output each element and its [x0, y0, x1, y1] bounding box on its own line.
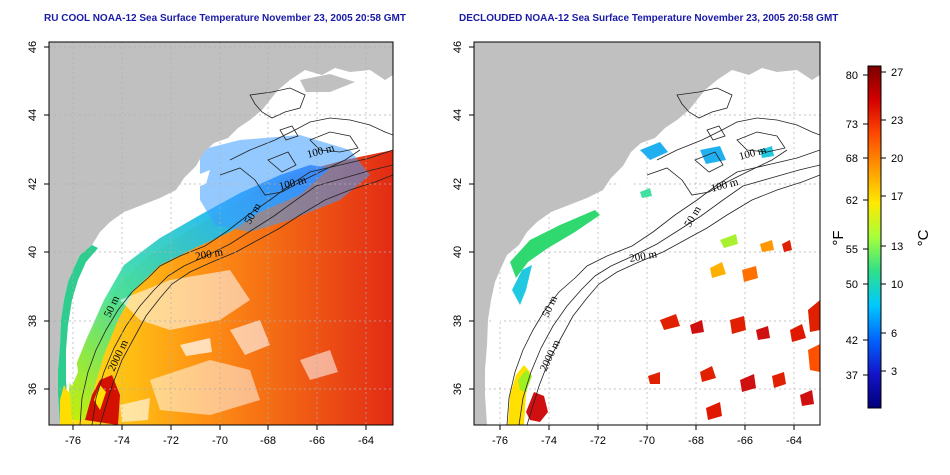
- right-lon-tick: -76: [492, 435, 508, 447]
- celsius-tick: 27: [891, 67, 903, 79]
- celsius-tick: 10: [891, 279, 903, 291]
- left-sst-overlay: [66, 135, 393, 425]
- right-lon-tick: -74: [541, 435, 557, 447]
- fahrenheit-tick: 73: [846, 119, 858, 131]
- right-lon-tick: -72: [590, 435, 606, 447]
- left-lat-tick: 38: [27, 315, 39, 327]
- right-lat-tick: 46: [452, 41, 464, 53]
- left-lat-tick: 46: [27, 41, 39, 53]
- left-bathymetry-contours: [79, 87, 393, 425]
- left-lon-tick: -72: [163, 435, 179, 447]
- right-lat-tick: 38: [452, 315, 464, 327]
- right-map-panel: 100 m 100 m 50 m 200 m 50 m 2000 m: [473, 41, 821, 426]
- fahrenheit-tick: 68: [846, 153, 858, 165]
- left-lon-tick: -76: [65, 435, 81, 447]
- right-lon-tick: -70: [639, 435, 655, 447]
- celsius-unit-label: °C: [915, 229, 932, 246]
- celsius-tick: 23: [891, 115, 903, 127]
- right-bathymetry-contours: [506, 87, 820, 425]
- celsius-tick: 3: [891, 366, 897, 378]
- fahrenheit-tick: 37: [846, 370, 858, 382]
- left-lon-tick: -66: [309, 435, 325, 447]
- left-land: [49, 42, 393, 425]
- left-contour-label: 200 m: [194, 246, 224, 263]
- fahrenheit-unit-label: °F: [830, 230, 847, 245]
- right-contour-label: 200 m: [628, 248, 658, 265]
- left-map-title: RU COOL NOAA-12 Sea Surface Temperature …: [44, 13, 406, 24]
- right-sst-overlay: [508, 142, 820, 425]
- right-y-axis: 36 38 40 42 44 46: [452, 41, 474, 395]
- fahrenheit-tick: 42: [846, 335, 858, 347]
- celsius-tick: 13: [891, 241, 903, 253]
- celsius-tick: 20: [891, 153, 903, 165]
- right-lon-tick: -66: [737, 435, 753, 447]
- left-lon-tick: -70: [212, 435, 228, 447]
- left-lat-tick: 44: [27, 109, 39, 121]
- fahrenheit-tick: 50: [846, 279, 858, 291]
- right-x-axis: -76 -74 -72 -70 -68 -66 -64: [492, 425, 802, 447]
- left-lat-tick: 42: [27, 178, 39, 190]
- fahrenheit-tick: 62: [846, 195, 858, 207]
- celsius-tick: 17: [891, 191, 903, 203]
- right-land: [474, 42, 820, 425]
- left-lat-tick: 36: [27, 383, 39, 395]
- fahrenheit-tick: 55: [846, 244, 858, 256]
- right-map-title: DECLOUDED NOAA-12 Sea Surface Temperatur…: [459, 13, 838, 24]
- fahrenheit-tick: 80: [846, 70, 858, 82]
- left-lon-tick: -64: [358, 435, 374, 447]
- right-lat-tick: 40: [452, 246, 464, 258]
- right-lat-tick: 42: [452, 178, 464, 190]
- right-lat-tick: 36: [452, 383, 464, 395]
- temperature-colorbar: 80 73 68 62 55 50 42 37 27 23 20 17 13 1…: [830, 65, 932, 409]
- colorbar-gradient: [867, 65, 882, 409]
- left-lat-tick: 40: [27, 246, 39, 258]
- left-y-axis: 36 38 40 42 44 46: [27, 41, 49, 395]
- left-grid: [49, 42, 393, 425]
- right-lon-tick: -68: [688, 435, 704, 447]
- left-x-axis: -76 -74 -72 -70 -68 -66 -64: [65, 425, 374, 447]
- celsius-tick: 6: [891, 328, 897, 340]
- left-map-panel: 100 m 100 m 50 m 200 m 50 m 2000 m: [48, 41, 394, 426]
- right-lat-tick: 44: [452, 109, 464, 121]
- left-lon-tick: -68: [260, 435, 276, 447]
- right-lon-tick: -64: [786, 435, 802, 447]
- left-lon-tick: -74: [114, 435, 130, 447]
